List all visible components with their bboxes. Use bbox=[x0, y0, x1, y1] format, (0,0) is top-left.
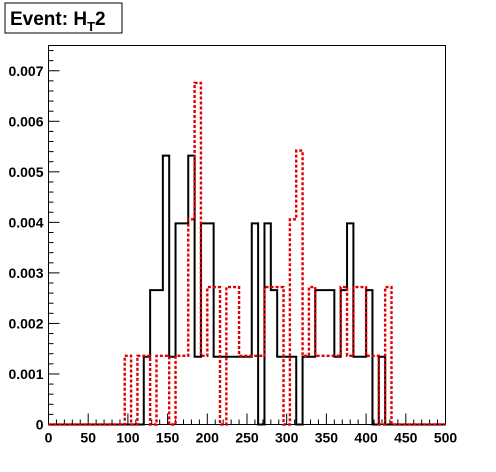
tick-labels: 0 50 100 150 200 250 300 350 400 450 500 0 0.001 0.00… bbox=[8, 63, 457, 446]
x-tick-label: 50 bbox=[80, 430, 96, 446]
histogram-bar-series-1 bbox=[290, 219, 296, 424]
y-tick-label: 0.003 bbox=[8, 265, 43, 281]
histogram-bar-series-1 bbox=[353, 287, 359, 424]
histogram-bar-series-1 bbox=[233, 287, 239, 424]
histogram-bar-series-1 bbox=[385, 287, 391, 424]
y-tick-label: 0.007 bbox=[8, 63, 43, 79]
histogram-bar-series-1 bbox=[144, 356, 150, 425]
y-tick-label: 0.002 bbox=[8, 315, 43, 331]
histogram-bar-series-1 bbox=[328, 356, 334, 425]
black-solid-series-line bbox=[48, 154, 446, 426]
y-tick-label: 0.006 bbox=[8, 113, 43, 129]
x-tick-label: 350 bbox=[315, 430, 339, 446]
histogram-bar-series-1 bbox=[245, 356, 251, 425]
x-tick-label: 200 bbox=[196, 430, 220, 446]
histogram-bar-series-1 bbox=[296, 151, 302, 425]
red-dashed-series-line bbox=[48, 81, 446, 426]
y-tick-label: 0.005 bbox=[8, 164, 43, 180]
histogram-bar-series-1 bbox=[125, 356, 131, 425]
title-box bbox=[4, 2, 123, 34]
histogram-bar-series-1 bbox=[264, 287, 270, 424]
x-tick-label: 400 bbox=[354, 430, 378, 446]
histogram-bar-series-1 bbox=[258, 356, 264, 425]
histogram-bar-series-1 bbox=[252, 356, 258, 425]
chart-title-suffix: 2 bbox=[95, 9, 106, 30]
histogram-series bbox=[48, 81, 446, 426]
histogram-bar-series-1 bbox=[315, 356, 321, 425]
histogram-bar-series-1 bbox=[226, 287, 232, 424]
x-tick-label: 100 bbox=[116, 430, 140, 446]
histogram-bar-series-1 bbox=[322, 356, 328, 425]
histogram-bar-series-1 bbox=[366, 356, 372, 425]
chart-title-subscript: T bbox=[87, 19, 95, 34]
x-tick-label: 0 bbox=[45, 430, 53, 446]
histogram-bar-series-1 bbox=[271, 287, 277, 424]
histogram-bar-series-1 bbox=[277, 287, 283, 424]
histogram-bar-series-1 bbox=[239, 356, 245, 425]
histogram-bar-series-1 bbox=[372, 356, 378, 425]
histogram-bar-series-1 bbox=[156, 356, 162, 425]
histogram-bar-series-1 bbox=[163, 356, 169, 425]
histogram-bar-series-1 bbox=[176, 356, 182, 425]
histogram-bar-series-1 bbox=[341, 287, 347, 424]
histogram-bar-series-1 bbox=[334, 356, 340, 425]
y-tick-label: 0 bbox=[36, 417, 44, 433]
y-tick-label: 0.001 bbox=[8, 366, 43, 382]
histogram-bar-series-1 bbox=[303, 356, 309, 425]
x-tick-label: 450 bbox=[394, 430, 418, 446]
x-tick-label: 250 bbox=[235, 430, 259, 446]
histogram-bar-series-1 bbox=[207, 287, 213, 424]
histogram-bar-series-1 bbox=[137, 356, 143, 425]
chart-title: Event: HT2 bbox=[10, 9, 106, 34]
histogram-bar-series-1 bbox=[214, 287, 220, 424]
histogram-bar-series-1 bbox=[188, 219, 194, 424]
histogram-bar-series-1 bbox=[309, 287, 315, 424]
histogram-bar-series-1 bbox=[347, 356, 353, 425]
histogram-bar-series-1 bbox=[195, 83, 201, 425]
x-tick-label: 500 bbox=[434, 430, 458, 446]
x-tick-label: 300 bbox=[275, 430, 299, 446]
x-tick-label: 150 bbox=[156, 430, 180, 446]
y-tick-label: 0.004 bbox=[8, 214, 43, 230]
histogram-bar-series-1 bbox=[201, 356, 207, 425]
chart-title-main: Event: H bbox=[10, 9, 87, 30]
histogram-bar-series-1 bbox=[182, 356, 188, 425]
histogram-bar-series-1 bbox=[360, 287, 366, 424]
